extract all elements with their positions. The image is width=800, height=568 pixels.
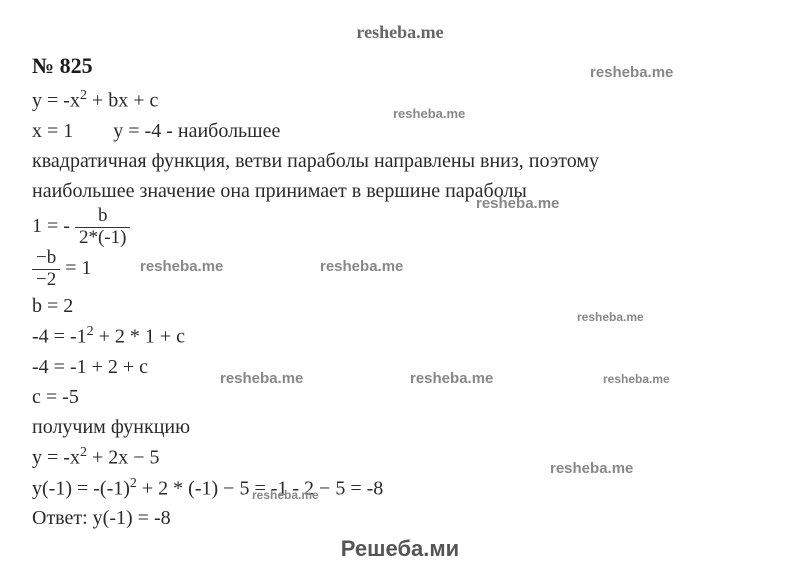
text: = 1 [65, 257, 91, 279]
equation-line-7: b = 2 [32, 291, 772, 321]
text: y = -x [32, 90, 80, 112]
page-header: resheba.me [0, 22, 800, 43]
text: + 2 * (-1) − 5 = -1 - 2 − 5 = -8 [137, 477, 383, 499]
superscript: 2 [130, 476, 137, 491]
superscript: 2 [87, 324, 94, 339]
equation-line-9: -4 = -1 + 2 + c [32, 352, 772, 382]
problem-number: № 825 [32, 53, 772, 79]
numerator: −b [32, 248, 60, 270]
numerator: b [75, 206, 130, 228]
equation-line-6: −b −2 = 1 [32, 248, 772, 291]
text: y = -x [32, 447, 80, 469]
text: y(-1) = -(-1) [32, 477, 130, 499]
superscript: 2 [80, 445, 87, 460]
equation-line-13: y(-1) = -(-1)2 + 2 * (-1) − 5 = -1 - 2 −… [32, 473, 772, 504]
solution-content: resheba.me № 825 y = -x2 + bx + c x = 1y… [32, 22, 772, 533]
text: + bx + c [87, 90, 158, 112]
equation-line-1: y = -x2 + bx + c [32, 85, 772, 116]
superscript: 2 [80, 88, 87, 103]
equation-line-5: 1 = - b 2*(-1) [32, 206, 772, 249]
equation-line-2: x = 1 y = -4 - наибольшее [32, 116, 772, 146]
text-line-3: квадратичная функция, ветви параболы нап… [32, 146, 772, 176]
text: 1 = - [32, 215, 75, 237]
equation-line-8: -4 = -12 + 2 * 1 + c [32, 321, 772, 352]
equation-line-10: c = -5 [32, 382, 772, 412]
answer-line: Ответ: y(-1) = -8 [32, 503, 772, 533]
text: + 2 * 1 + c [94, 326, 185, 348]
footer-brand: Решеба.ми [0, 536, 800, 562]
fraction: −b −2 [32, 248, 60, 291]
equation-line-12: y = -x2 + 2x − 5 [32, 442, 772, 473]
denominator: 2*(-1) [75, 228, 130, 249]
text-line-11: получим функцию [32, 412, 772, 442]
text: x = 1 [32, 120, 73, 142]
text: + 2x − 5 [87, 447, 160, 469]
text: -4 = -1 [32, 326, 87, 348]
fraction: b 2*(-1) [75, 206, 130, 249]
text-line-4: наибольшее значение она принимает в верш… [32, 176, 772, 206]
text: y = -4 - наибольшее [113, 120, 280, 142]
denominator: −2 [32, 270, 60, 291]
